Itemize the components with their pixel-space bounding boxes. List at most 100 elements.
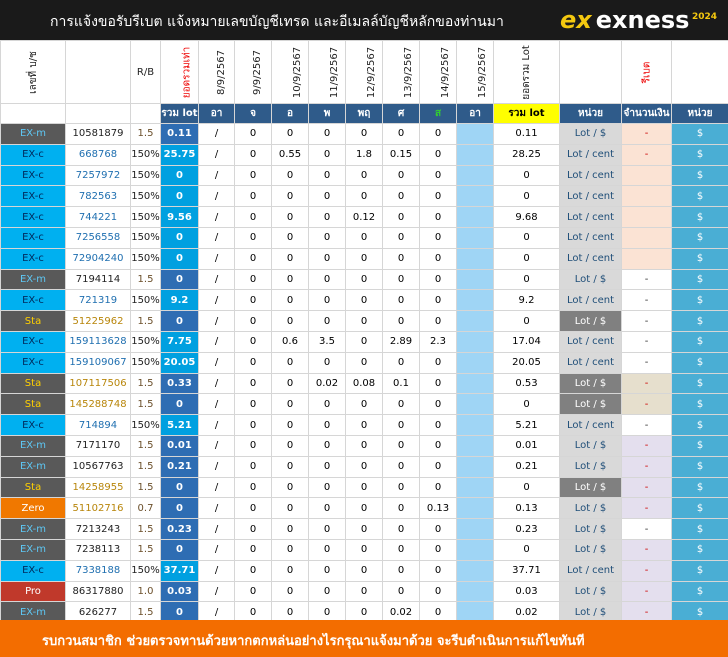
- account-number-cell: 159113628: [65, 330, 131, 353]
- daily-lot-cell: 0.6: [271, 330, 309, 353]
- daily-lot-cell: 0: [382, 559, 420, 582]
- sum-lot-cell: 37.71: [493, 559, 560, 582]
- daily-lot-cell: 0: [271, 206, 309, 228]
- daily-lot-cell: 2.3: [419, 330, 457, 353]
- table-row: Sta 14258955 1.5 0/0 0 0 0 0 0 0 Lot / $ - $: [0, 476, 728, 499]
- rebate-amount-cell: [621, 247, 672, 270]
- daily-lot-cell: 0: [308, 351, 346, 374]
- account-type-cell: Sta: [0, 393, 66, 416]
- daily-lot-cell: 0: [308, 518, 346, 540]
- daily-lot-cell: 0: [234, 476, 272, 499]
- table-row: EX-c 744221 150% 9.56/0 0 0 0.12 0 0 9.68 Lot / ce…: [0, 206, 728, 228]
- col-rb: R/B: [130, 40, 161, 104]
- account-type-cell: Zero: [0, 497, 66, 520]
- col-date: 8/9/2567: [198, 40, 235, 104]
- currency-cell: $: [671, 268, 728, 291]
- table-row: EX-m 10567763 1.5 0.21/0 0 0 0 0 0 0.21 Lot / $ - $: [0, 455, 728, 478]
- table-row: Zero 51102716 0.7 0/0 0 0 0 0 0.13 0.13 Lot / $ - $: [0, 497, 728, 520]
- daily-lot-cell: 0: [308, 414, 346, 436]
- daily-lot-cell-empty: [456, 497, 494, 520]
- rebate-amount-cell: -: [621, 289, 672, 312]
- unit-cell: Lot / cent: [559, 206, 622, 228]
- daily-lot-cell: 0: [234, 310, 272, 332]
- daily-lot-cell: 0: [382, 434, 420, 457]
- currency-cell: $: [671, 143, 728, 166]
- daily-lot-cell: 0: [308, 434, 346, 457]
- rebate-amount-cell: -: [621, 538, 672, 561]
- table-row: EX-c 72904240 150% 0/0 0 0 0 0 0 0 Lot / cent $: [0, 247, 728, 270]
- rebate-amount-cell: -: [621, 310, 672, 332]
- currency-cell: $: [671, 164, 728, 187]
- daily-lot-cell: 0: [234, 414, 272, 436]
- account-type-cell: EX-c: [0, 226, 66, 249]
- currency-cell: $: [671, 476, 728, 499]
- daily-lot-cell: 0: [419, 372, 457, 395]
- daily-lot-cell: 0: [345, 123, 383, 145]
- daily-lot-cell-empty: [456, 226, 494, 249]
- daily-lot-cell: 0: [234, 330, 272, 353]
- daily-lot-cell: 0: [308, 310, 346, 332]
- sub-label: ศ: [382, 103, 420, 124]
- daily-lot-cell: 0: [271, 518, 309, 540]
- sub-blank: [0, 103, 66, 124]
- rebate-table: เลขที่ บ/ช R/B ยอดรวมเท่า 8/9/2567 9/9/2…: [0, 40, 728, 624]
- total-lot-cell: 0: [160, 164, 199, 187]
- account-type-cell: EX-c: [0, 351, 66, 374]
- col-date: 9/9/2567: [234, 40, 272, 104]
- unit-cell: Lot / $: [559, 476, 622, 499]
- daily-lot-cell: 0: [271, 372, 309, 395]
- currency-cell: $: [671, 434, 728, 457]
- total-lot-cell: 0: [160, 247, 199, 270]
- account-type-cell: EX-c: [0, 414, 66, 436]
- currency-cell: $: [671, 206, 728, 228]
- daily-lot-cell-empty: [456, 476, 494, 499]
- sub-label: พฤ: [345, 103, 383, 124]
- account-number-cell: 72904240: [65, 247, 131, 270]
- daily-lot-cell: 0: [419, 414, 457, 436]
- daily-lot-cell: 0: [382, 185, 420, 208]
- unit-cell: Lot / $: [559, 518, 622, 540]
- daily-lot-cell: 0: [308, 580, 346, 603]
- currency-cell: $: [671, 330, 728, 353]
- rebate-amount-cell: [621, 185, 672, 208]
- rebate-amount-cell: -: [621, 330, 672, 353]
- daily-lot-cell: 0: [382, 414, 420, 436]
- sum-lot-cell: 9.68: [493, 206, 560, 228]
- total-lot-cell: 5.21: [160, 414, 199, 436]
- daily-lot-cell: 0: [419, 185, 457, 208]
- daily-lot-cell: 0: [271, 476, 309, 499]
- rebate-rate-cell: 0.7: [130, 497, 161, 520]
- daily-lot-cell: 0: [308, 206, 346, 228]
- daily-lot-cell: /: [198, 206, 235, 228]
- table-row: EX-c 7256558 150% 0/0 0 0 0 0 0 0 Lot / cent $: [0, 226, 728, 249]
- account-number-cell: 7171170: [65, 434, 131, 457]
- rebate-amount-cell: -: [621, 393, 672, 416]
- account-type-cell: EX-m: [0, 538, 66, 561]
- daily-lot-cell: 0: [419, 143, 457, 166]
- rebate-rate-cell: 150%: [130, 226, 161, 249]
- table-row: EX-m 626277 1.5 0/0 0 0 0 0.02 0 0.02 Lot / $ - $: [0, 601, 728, 624]
- daily-lot-cell-empty: [456, 164, 494, 187]
- daily-lot-cell: 0: [382, 497, 420, 520]
- daily-lot-cell: /: [198, 143, 235, 166]
- rebate-rate-cell: 1.5: [130, 434, 161, 457]
- daily-lot-cell: 0: [382, 538, 420, 561]
- rebate-rate-cell: 1.5: [130, 455, 161, 478]
- unit-cell: Lot / $: [559, 538, 622, 561]
- daily-lot-cell: /: [198, 455, 235, 478]
- rebate-rate-cell: 150%: [130, 206, 161, 228]
- currency-cell: $: [671, 351, 728, 374]
- daily-lot-cell: 0: [345, 497, 383, 520]
- daily-lot-cell: 0: [382, 164, 420, 187]
- col-sum: ยอดรวม Lot: [493, 40, 560, 104]
- daily-lot-cell-empty: [456, 601, 494, 624]
- rebate-amount-cell: [621, 226, 672, 249]
- currency-cell: $: [671, 559, 728, 582]
- daily-lot-cell: 0: [345, 289, 383, 312]
- rebate-rate-cell: 150%: [130, 414, 161, 436]
- daily-lot-cell: 0: [345, 185, 383, 208]
- daily-lot-cell: 0.15: [382, 143, 420, 166]
- daily-lot-cell: 3.5: [308, 330, 346, 353]
- daily-lot-cell: 0: [345, 414, 383, 436]
- rebate-rate-cell: 1.5: [130, 268, 161, 291]
